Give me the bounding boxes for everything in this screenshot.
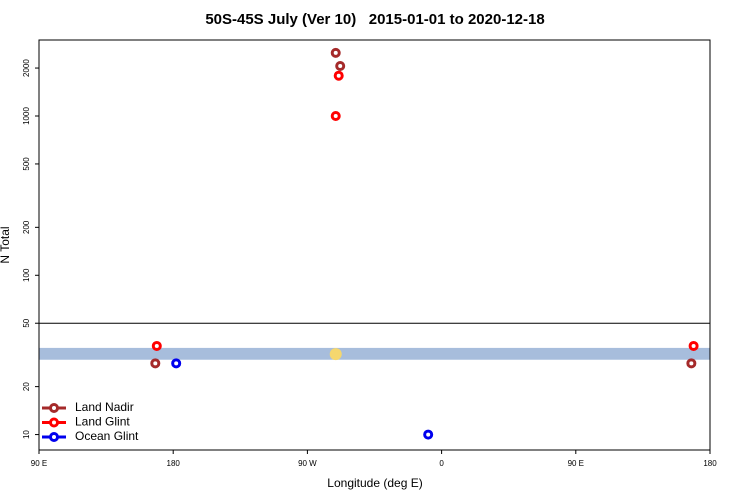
y-axis-label: N Total — [0, 226, 12, 263]
point — [330, 47, 341, 58]
point — [151, 340, 162, 351]
x-tick-label: 0 — [439, 459, 444, 468]
band — [39, 347, 710, 360]
chart-title: 50S-45S July (Ver 10) 2015-01-01 to 2020… — [205, 11, 544, 28]
point — [423, 429, 434, 440]
point — [171, 358, 182, 369]
y-tick-label: 100 — [22, 268, 31, 282]
point — [688, 340, 699, 351]
x-tick-label: 90 W — [298, 459, 317, 468]
point — [686, 358, 697, 369]
legend-label: Land Nadir — [75, 400, 134, 414]
x-tick-label: 180 — [703, 459, 717, 468]
legend-marker — [49, 432, 59, 442]
y-tick-label: 500 — [22, 157, 31, 171]
y-tick-label: 50 — [22, 318, 31, 327]
point — [330, 110, 341, 121]
point — [333, 70, 344, 81]
y-tick-label: 2000 — [22, 59, 31, 77]
legend-marker — [49, 403, 59, 413]
y-tick-label: 10 — [22, 430, 31, 439]
y-tick-label: 1000 — [22, 107, 31, 125]
y-tick-label: 20 — [22, 382, 31, 391]
legend-label: Land Glint — [75, 415, 130, 429]
point — [150, 358, 161, 369]
x-tick-label: 90 E — [31, 459, 47, 468]
plot-frame — [38, 39, 711, 451]
x-tick-label: 180 — [167, 459, 181, 468]
legend-marker — [49, 417, 59, 428]
highlight-marker — [329, 348, 342, 361]
y-tick-label: 200 — [22, 220, 31, 234]
x-axis-label: Longitude (deg E) — [327, 476, 422, 490]
point — [335, 61, 346, 72]
x-tick-label: 90 E — [568, 459, 584, 468]
legend-label: Ocean Glint — [75, 429, 139, 443]
